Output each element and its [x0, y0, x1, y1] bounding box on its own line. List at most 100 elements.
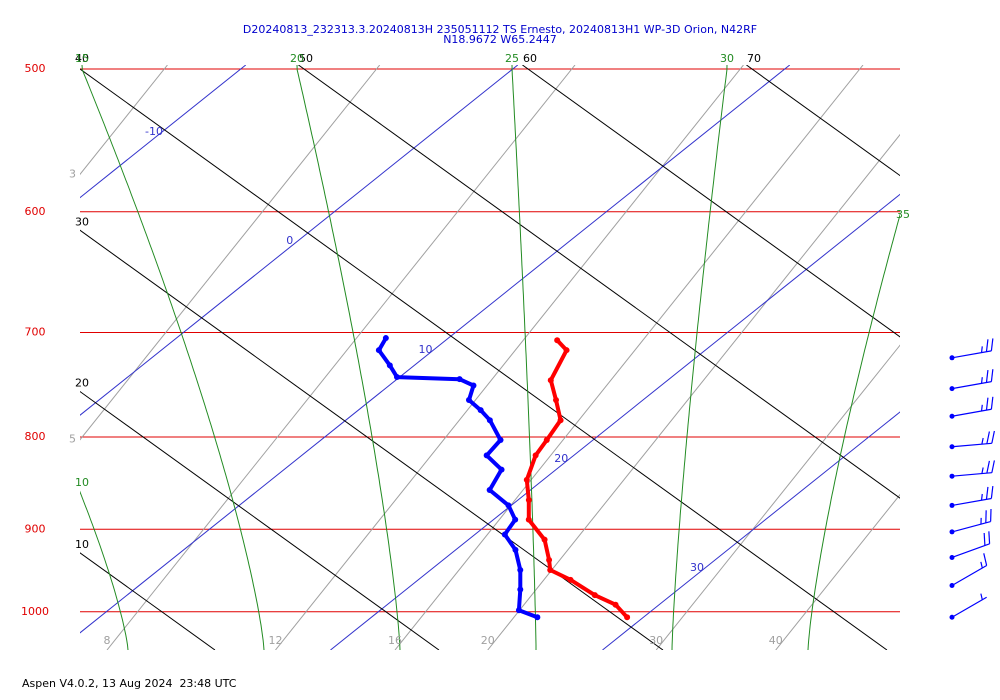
isotherm	[602, 411, 900, 650]
isotherm-label: -10	[145, 125, 163, 138]
isotherm	[330, 193, 900, 650]
moist-adiabat	[296, 65, 401, 650]
profile-point	[483, 452, 490, 459]
moist-adiabat-label: 10	[75, 476, 89, 489]
profile-point	[547, 566, 554, 573]
profile-point	[393, 374, 400, 381]
dry-adiabat-label: 10	[75, 538, 89, 551]
y-tick-label: 1000	[21, 605, 49, 618]
profile-point	[517, 566, 524, 573]
profile-point	[523, 476, 530, 483]
profile-point	[543, 436, 550, 443]
wind-barb	[949, 531, 991, 560]
wind-barb	[949, 369, 994, 392]
barb-tick	[985, 486, 989, 500]
mixing-ratio-label: 20	[481, 634, 495, 647]
moist-adiabat-label: 25	[505, 52, 519, 65]
barb-tick	[991, 460, 995, 473]
barb-tick	[980, 377, 983, 384]
moist-adiabat	[671, 65, 728, 650]
barb-staff	[951, 381, 992, 390]
mixing-ratio-line	[655, 344, 900, 650]
barb-tick	[985, 370, 989, 383]
profile-point	[541, 536, 548, 543]
profile-point	[624, 614, 631, 621]
moist-adiabat-label: 15	[75, 52, 89, 65]
dry-adiabat-label: 50	[299, 52, 313, 65]
dry-adiabat	[298, 65, 900, 499]
mixing-ratio-line	[80, 65, 381, 441]
barb-tick	[983, 553, 988, 566]
isotherm	[80, 65, 791, 634]
profile-point	[512, 516, 519, 523]
profile-point	[486, 487, 493, 494]
barb-tick	[980, 404, 983, 412]
profile-point	[534, 614, 541, 621]
wind-barb	[949, 396, 994, 419]
dry-adiabat	[746, 65, 900, 177]
wind-barb	[949, 460, 995, 479]
isotherm	[80, 65, 519, 416]
mixing-ratio-label: 12	[268, 634, 282, 647]
footer: Aspen V4.0.2, 13 Aug 2024 23:48 UTC	[22, 677, 237, 690]
barb-tick	[991, 430, 995, 444]
barb-tick	[983, 532, 986, 546]
wind-barb	[949, 338, 994, 361]
mixing-ratio-line	[80, 65, 168, 176]
isotherm-label: 20	[554, 452, 568, 465]
profile-point	[486, 417, 493, 424]
profile-point	[591, 592, 598, 599]
moist-adiabat-label: 20	[290, 52, 304, 65]
mixing-ratio-label: 40	[769, 634, 783, 647]
profile-point	[515, 607, 522, 614]
mixing-ratio-label: 3	[69, 167, 76, 180]
profile-point	[517, 586, 524, 593]
profile-point	[497, 436, 504, 443]
profile-point	[505, 502, 512, 509]
wind-barb	[949, 508, 992, 535]
wind-barb	[949, 430, 995, 450]
profile-point	[477, 407, 484, 414]
barb-tick	[990, 485, 994, 499]
mixing-ratio-label: 8	[104, 634, 111, 647]
profile-point	[612, 601, 619, 608]
mixing-ratio-label: 16	[388, 634, 402, 647]
moist-adiabat	[807, 213, 900, 650]
mixing-ratio-line	[394, 65, 864, 650]
barb-tick	[980, 593, 983, 600]
barb-tick	[980, 493, 983, 501]
mixing-ratio-label: 30	[649, 634, 663, 647]
barb-staff	[951, 520, 991, 533]
barb-tick	[981, 437, 984, 445]
wind-barb	[949, 485, 994, 508]
moist-adiabat	[511, 65, 537, 650]
isotherm-label: 30	[690, 561, 704, 574]
barb-staff	[951, 564, 987, 587]
mixing-ratio-line	[775, 493, 900, 650]
profile-point	[547, 377, 554, 384]
wind-barb	[949, 553, 988, 589]
chart-title: D20240813_232313.3.20240813H 235051112 T…	[243, 23, 757, 36]
mixing-ratio-line	[275, 65, 744, 650]
profile-point	[501, 531, 508, 538]
mixing-ratio-label: 5	[69, 433, 76, 446]
chart-subtitle: N18.9672 W65.2447	[443, 33, 557, 46]
barb-tick	[980, 346, 983, 353]
profile-point	[563, 347, 570, 354]
isotherm-label: 10	[419, 343, 433, 356]
mixing-ratio-line	[106, 65, 576, 650]
barb-tick	[986, 460, 990, 474]
barb-tick	[980, 561, 983, 569]
barb-tick	[981, 467, 984, 474]
dry-adiabat	[80, 552, 216, 650]
moist-adiabat	[80, 490, 129, 650]
profile-point	[554, 337, 561, 344]
profile-point	[567, 576, 574, 583]
profile-point	[465, 396, 472, 403]
isotherm-label: 0	[286, 234, 293, 247]
dry-adiabat-label: 70	[747, 52, 761, 65]
barb-tick	[985, 397, 989, 411]
profile-point	[470, 382, 477, 389]
